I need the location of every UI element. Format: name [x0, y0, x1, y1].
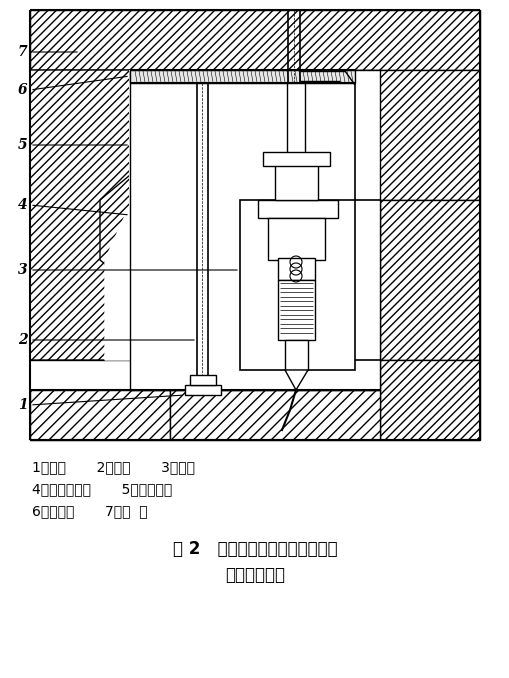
Bar — [379, 200, 479, 360]
Bar — [285, 340, 307, 370]
Bar — [263, 152, 329, 166]
Text: 4－压力传感器       5－感压膜片: 4－压力传感器 5－感压膜片 — [32, 482, 172, 496]
Bar — [169, 390, 379, 440]
Bar — [30, 70, 130, 360]
Polygon shape — [285, 370, 307, 390]
Bar — [354, 70, 479, 200]
Bar — [274, 155, 318, 200]
Bar — [30, 390, 169, 440]
Text: 5: 5 — [18, 138, 27, 152]
Bar — [190, 375, 216, 385]
Text: 1－引线       2－插头       3－顶杆: 1－引线 2－插头 3－顶杆 — [32, 460, 194, 474]
Bar — [185, 385, 220, 395]
Bar — [130, 70, 354, 83]
Text: 6－传压杆       7－制  品: 6－传压杆 7－制 品 — [32, 504, 147, 518]
Text: 1: 1 — [18, 398, 27, 412]
Bar — [379, 360, 479, 440]
Bar — [30, 10, 479, 70]
Bar — [277, 258, 315, 280]
Text: 4: 4 — [18, 198, 27, 212]
Polygon shape — [30, 70, 130, 360]
Bar — [277, 280, 315, 340]
Text: 3: 3 — [18, 263, 27, 277]
Bar — [267, 218, 324, 260]
Text: 图 2   设有模内压力检测装置的模: 图 2 设有模内压力检测装置的模 — [173, 540, 336, 558]
Bar — [258, 200, 337, 218]
Text: 具结构示意图: 具结构示意图 — [224, 566, 285, 584]
Bar — [240, 200, 354, 370]
Polygon shape — [105, 70, 130, 360]
Text: 6: 6 — [18, 83, 27, 97]
Text: 7: 7 — [18, 45, 27, 59]
Bar — [130, 70, 379, 390]
Text: 2: 2 — [18, 333, 27, 347]
